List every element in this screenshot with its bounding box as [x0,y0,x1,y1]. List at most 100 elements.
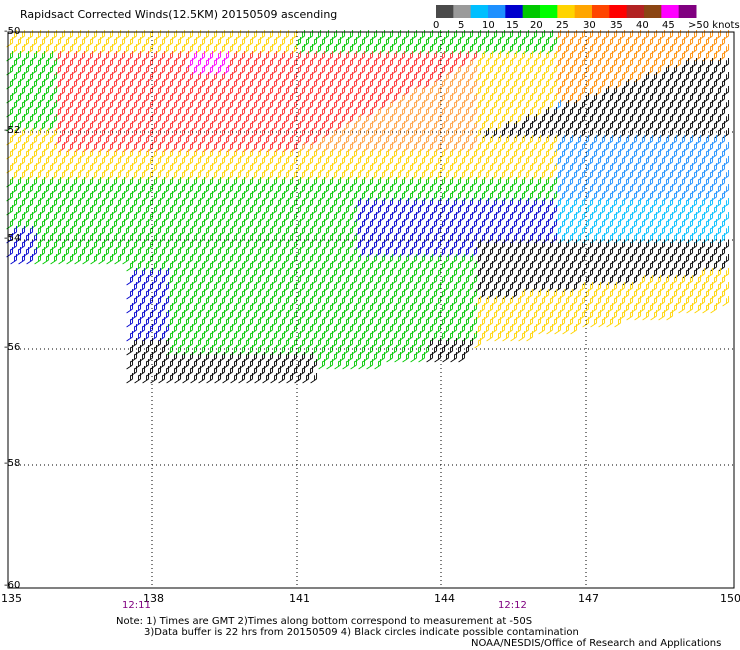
wind-barb [226,324,234,335]
wind-barb [106,58,114,69]
wind-barb [314,268,322,279]
wind-barb [494,303,502,314]
wind-barb [42,114,50,125]
wind-barb [362,198,370,209]
wind-barb [490,86,498,97]
wind-barb [674,296,682,307]
wind-barb [670,289,678,300]
wind-barb [58,100,66,111]
wind-barb [170,58,178,69]
wind-barb [598,303,606,314]
wind-barb [498,44,506,55]
wind-barb [154,198,162,209]
wind-barb [350,247,358,258]
wind-barb [378,142,386,153]
wind-barb [246,177,254,188]
wind-barb [586,184,594,195]
wind-barb [534,51,542,62]
wind-barb [178,310,186,321]
wind-barb [346,142,354,153]
wind-barb [210,254,218,265]
wind-barb [710,303,718,314]
wind-barb [522,296,530,307]
wind-barb [30,149,38,160]
wind-barb [354,324,362,335]
wind-barb [318,79,326,90]
wind-barb [138,324,146,335]
wind-barb [518,37,526,48]
wind-barb [454,247,462,258]
wind-barb [110,107,118,118]
wind-barb [622,233,630,244]
wind-barb [466,100,474,111]
wind-barb [526,37,534,48]
wind-barb [646,107,654,118]
wind-barb [450,128,458,139]
wind-barb [78,37,86,48]
wind-barb [118,107,126,118]
wind-barb [222,177,230,188]
wind-barb [570,100,578,111]
wind-barb [130,86,138,97]
wind-barb [174,191,182,202]
wind-barb [434,310,442,321]
wind-barb [502,121,510,132]
wind-barb [410,100,418,111]
wind-barb [454,205,462,216]
wind-barb [542,219,550,230]
wind-barb [242,114,250,125]
wind-barb [286,247,294,258]
wind-barb [698,142,706,153]
wind-barb [246,121,254,132]
wind-barb [422,317,430,328]
wind-barb [206,79,214,90]
wind-barb [490,100,498,111]
wind-barb [702,79,710,90]
wind-barb [442,310,450,321]
wind-barb [226,44,234,55]
wind-barb [134,135,142,146]
wind-barb [330,58,338,69]
wind-barb [694,261,702,272]
wind-barb [614,205,622,216]
wind-barb [618,198,626,209]
wind-barb [518,65,526,76]
wind-barb [150,317,158,328]
wind-barb [346,338,354,349]
wind-barb [398,247,406,258]
wind-barb [542,205,550,216]
wind-barb [134,163,142,174]
wind-barb [330,338,338,349]
wind-barb [366,149,374,160]
wind-barb [178,226,186,237]
wind-barb [374,93,382,104]
wind-barb [690,100,698,111]
x-tick-label: 144 [434,592,455,605]
wind-barb [170,226,178,237]
wind-barb [122,128,130,139]
wind-barb [158,65,166,76]
wind-barb [670,107,678,118]
wind-barb [198,303,206,314]
wind-barb [182,233,190,244]
wind-barb [50,58,58,69]
wind-barb [626,170,634,181]
wind-barb [506,310,514,321]
wind-barb [410,86,418,97]
wind-barb [574,163,582,174]
wind-barb [94,51,102,62]
wind-barb [706,30,714,41]
wind-barb [182,37,190,48]
wind-barb [506,282,514,293]
wind-barb [362,296,370,307]
wind-barb [518,275,526,286]
wind-barb [590,121,598,132]
wind-barb [602,100,610,111]
wind-barb [390,233,398,244]
colorbar-swatch [505,5,524,18]
wind-barb [174,135,182,146]
wind-barb [162,212,170,223]
wind-barb [490,198,498,209]
wind-barb [662,37,670,48]
wind-barb [446,107,454,118]
